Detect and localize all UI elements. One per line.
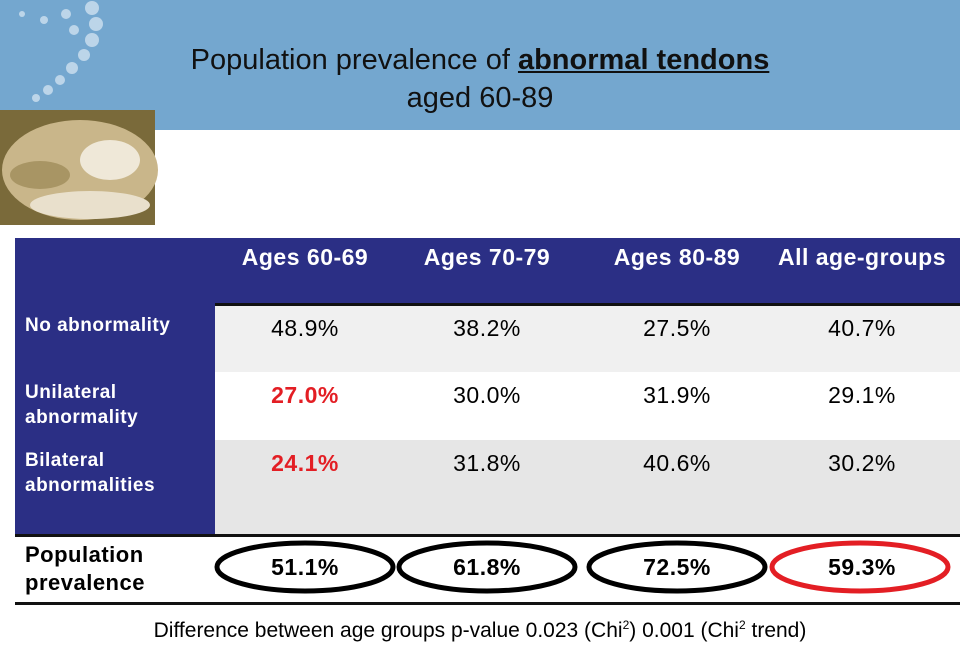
table-header xyxy=(15,238,960,305)
row-bg xyxy=(215,440,960,535)
highlight-ellipse xyxy=(769,540,951,594)
table-cell: 48.9% xyxy=(271,315,339,341)
table-cell: 27.5% xyxy=(643,315,711,341)
table-cell: 31.9% xyxy=(643,382,711,408)
column-header: Ages 70-79 xyxy=(423,244,551,270)
row-bg xyxy=(215,305,960,372)
rule xyxy=(215,303,960,306)
total-cell: 72.5% xyxy=(643,554,711,580)
column-header: All age-groups xyxy=(777,244,946,270)
total-cell: 51.1% xyxy=(271,554,339,580)
table-cell: 31.8% xyxy=(453,450,521,476)
row-bg xyxy=(215,372,960,440)
rule xyxy=(15,534,960,537)
row-label: Unilateral abnormality xyxy=(25,382,139,428)
table-cell: 29.1% xyxy=(828,382,896,408)
header-banner xyxy=(0,0,960,130)
column-header: Ages 80-89 xyxy=(613,244,741,270)
row-label: No abnormality xyxy=(25,315,171,336)
rule xyxy=(15,602,960,605)
total-cell: 61.8% xyxy=(453,554,521,580)
row-label: Population prevalence xyxy=(25,542,145,595)
table-cell: 30.2% xyxy=(828,450,896,476)
table-cell: 30.0% xyxy=(453,382,521,408)
row-header-column xyxy=(15,305,215,535)
subtitle: aged 60-89 xyxy=(406,82,554,114)
row-label: Bilateral abnormalities xyxy=(25,450,156,496)
table-cell: 40.6% xyxy=(643,450,711,476)
highlight-ellipse xyxy=(396,540,578,594)
table-cell: 38.2% xyxy=(453,315,521,341)
column-header: Ages 60-69 xyxy=(241,244,369,270)
footnote: Difference between age groups p-value 0.… xyxy=(153,618,807,642)
highlight-ellipse xyxy=(214,540,396,594)
table-cell: 40.7% xyxy=(828,315,896,341)
total-cell: 59.3% xyxy=(828,554,896,580)
highlight-ellipse xyxy=(586,540,768,594)
table-cell: 27.0% xyxy=(271,382,339,408)
title: Population prevalence of abnormal tendon… xyxy=(190,44,770,76)
table-cell: 24.1% xyxy=(271,450,339,476)
